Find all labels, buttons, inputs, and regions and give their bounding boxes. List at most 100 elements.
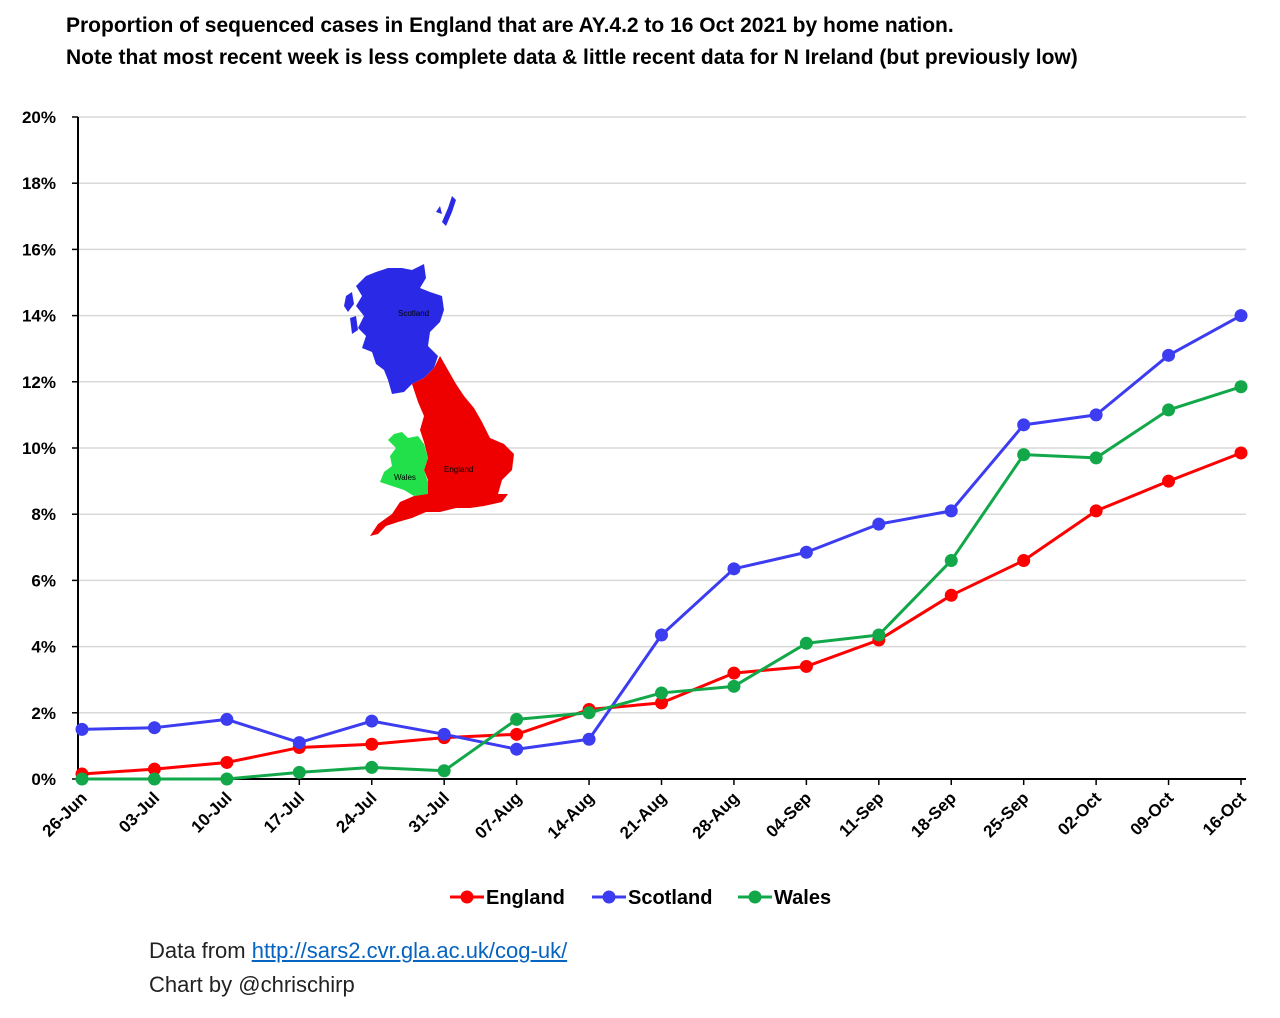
scotland-islands <box>344 196 456 334</box>
data-point-england <box>727 666 741 680</box>
data-point-scotland <box>1234 309 1248 323</box>
y-tick-label: 2% <box>31 704 56 723</box>
x-tick-label: 11-Sep <box>835 788 887 840</box>
data-point-scotland <box>220 712 234 726</box>
england-region <box>370 356 514 536</box>
data-point-england <box>220 755 234 769</box>
data-point-wales <box>655 686 668 700</box>
data-point-scotland <box>1017 418 1031 432</box>
data-point-wales <box>147 772 161 786</box>
x-tick-label: 09-Oct <box>1127 788 1178 839</box>
data-point-wales <box>727 679 741 693</box>
x-axis: 26-Jun 03-Jul 10-Jul 17-Jul 24-Jul 31-Jul 07-A… <box>39 778 1250 843</box>
data-point-scotland <box>437 727 451 741</box>
data-point-england <box>147 762 161 776</box>
data-point-scotland <box>75 722 89 736</box>
x-tick-label: 16-Oct <box>1199 788 1250 839</box>
data-point-wales <box>437 764 451 778</box>
data-point-england <box>510 727 524 741</box>
legend-label-england: England <box>486 887 565 909</box>
y-tick-label: 20% <box>22 108 56 127</box>
data-point-scotland <box>582 732 596 746</box>
legend-label-scotland: Scotland <box>628 887 712 909</box>
data-point-wales <box>1162 403 1176 417</box>
legend-marker-england <box>460 890 474 904</box>
series-lines <box>75 309 1248 786</box>
y-tick-label: 0% <box>31 770 56 789</box>
scotland-region <box>356 264 444 394</box>
y-tick-label: 10% <box>22 439 56 458</box>
legend-marker-scotland <box>602 890 616 904</box>
y-tick-label: 6% <box>31 571 56 590</box>
data-source-link[interactable]: http://sars2.cvr.gla.ac.uk/cog-uk/ <box>251 938 568 963</box>
data-point-wales <box>944 554 958 568</box>
x-tick-label: 21-Aug <box>616 788 670 842</box>
data-point-england <box>365 737 379 751</box>
y-tick-label: 8% <box>31 505 56 524</box>
y-tick-label: 18% <box>22 174 56 193</box>
x-tick-label: 14-Aug <box>544 788 598 842</box>
y-tick-label: 4% <box>31 638 56 657</box>
uk-map: Scotland England Wales <box>344 196 514 536</box>
data-point-wales <box>582 706 596 720</box>
x-tick-label: 07-Aug <box>471 788 525 842</box>
map-label-england: England <box>444 465 473 474</box>
data-point-wales <box>75 772 89 786</box>
series-line-wales <box>82 385 1242 781</box>
data-point-england <box>1017 554 1031 568</box>
data-point-scotland <box>147 721 161 735</box>
footer: Data from http://sars2.cvr.gla.ac.uk/cog… <box>149 934 567 1002</box>
data-point-scotland <box>1162 348 1176 362</box>
title-line-2: Note that most recent week is less compl… <box>66 46 1078 69</box>
wales-region <box>380 432 428 496</box>
x-tick-label: 10-Jul <box>188 788 236 836</box>
y-tick-label: 14% <box>22 307 56 326</box>
data-point-scotland <box>727 562 741 576</box>
x-tick-label: 28-Aug <box>689 788 743 842</box>
data-point-wales <box>799 636 813 650</box>
y-tick-label: 12% <box>22 373 56 392</box>
x-tick-label: 17-Jul <box>260 788 308 836</box>
data-point-england <box>1089 504 1103 518</box>
data-source: Data from http://sars2.cvr.gla.ac.uk/cog… <box>149 934 567 968</box>
data-point-scotland <box>1089 408 1103 422</box>
x-tick-label: 18-Sep <box>907 788 960 841</box>
data-point-scotland <box>510 742 524 756</box>
x-tick-label: 25-Sep <box>980 788 1033 841</box>
x-tick-label: 04-Sep <box>762 788 815 841</box>
data-point-england <box>799 659 813 673</box>
x-tick-label: 02-Oct <box>1054 788 1105 839</box>
data-point-wales <box>1089 451 1103 465</box>
data-point-scotland <box>872 517 886 531</box>
map-label-scotland: Scotland <box>398 309 429 318</box>
data-point-scotland <box>799 545 813 559</box>
chart-title: Proportion of sequenced cases in England… <box>66 10 1078 74</box>
data-point-england <box>1162 474 1176 488</box>
x-tick-label: 31-Jul <box>405 788 453 836</box>
data-source-prefix: Data from <box>149 938 252 963</box>
data-point-wales <box>1234 380 1248 394</box>
y-tick-label: 16% <box>22 240 56 259</box>
data-point-scotland <box>292 736 306 750</box>
data-point-england <box>655 696 668 710</box>
y-axis: 0% 2% 4% 6% 8% 10% 12% 14% 16% 18% 20% <box>22 108 79 789</box>
map-label-wales: Wales <box>394 473 416 482</box>
chart-credit: Chart by @chrischirp <box>149 972 355 997</box>
data-point-wales <box>1017 448 1031 462</box>
x-tick-label: 26-Jun <box>39 788 91 840</box>
data-point-scotland <box>365 714 379 728</box>
legend-marker-wales <box>748 890 762 904</box>
legend: England Scotland Wales <box>450 887 831 909</box>
data-point-wales <box>510 712 524 726</box>
data-point-scotland <box>944 504 958 518</box>
x-tick-label: 24-Jul <box>332 788 380 836</box>
data-point-wales <box>365 760 379 774</box>
data-point-wales <box>872 628 886 642</box>
data-point-scotland <box>655 628 668 642</box>
x-tick-label: 03-Jul <box>115 788 163 836</box>
series-line-england <box>81 451 1242 776</box>
gridlines <box>78 116 1246 714</box>
data-point-wales <box>220 772 234 786</box>
data-point-england <box>1234 446 1248 460</box>
